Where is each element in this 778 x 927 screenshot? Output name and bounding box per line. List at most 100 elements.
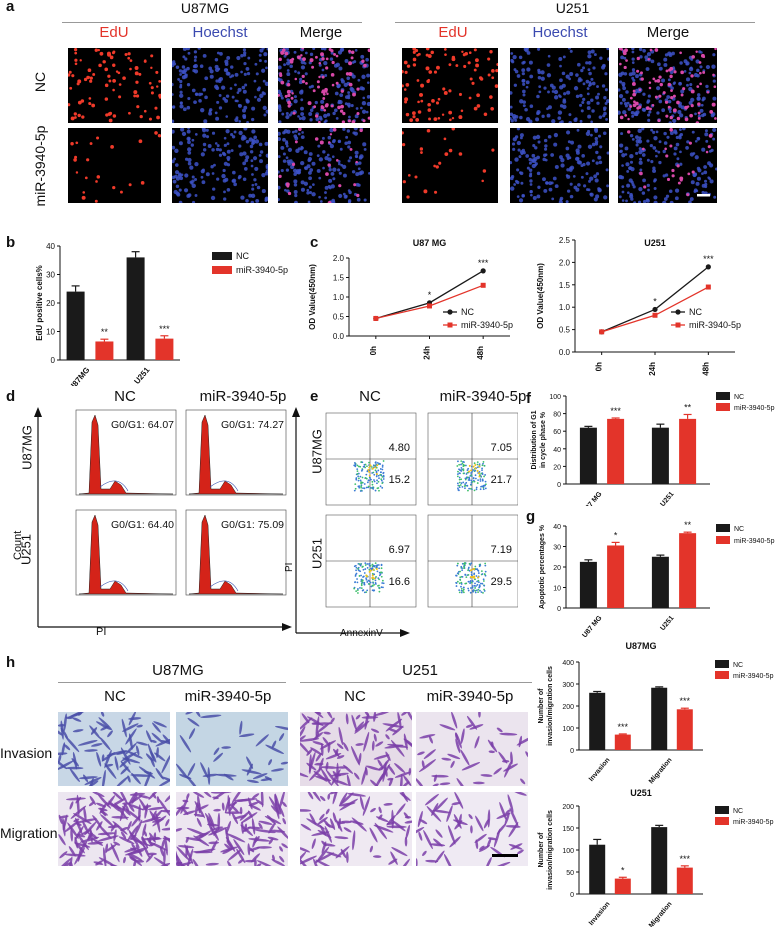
transwell-image bbox=[416, 712, 528, 786]
y-tick-label: 2.5 bbox=[559, 236, 571, 245]
y-axis-label: OD Value(450nm) bbox=[308, 264, 317, 330]
y-tick-label: 60 bbox=[553, 429, 561, 436]
y-tick-label: 200 bbox=[562, 804, 574, 811]
data-point bbox=[705, 264, 711, 270]
chart-c-u87mg-od: 0.0 0.5 1.0 1.5 2.0 OD Value(450nm) U87 MG 0h 24… bbox=[308, 238, 513, 360]
x-tick-label: U87MG bbox=[67, 366, 92, 386]
y-tick-label: 40 bbox=[46, 242, 55, 251]
y-axis-label: in cycle phase % bbox=[540, 411, 547, 468]
micrograph-edu bbox=[402, 128, 498, 203]
col-label-nc: NC bbox=[114, 388, 136, 405]
bar bbox=[589, 692, 606, 750]
chart-g-apoptosis: 0 10 20 30 40 Apoptotic percentages % * U87 MG *… bbox=[539, 520, 775, 638]
group-label-u251: U251 bbox=[555, 0, 590, 16]
y-tick-label: 1.5 bbox=[333, 274, 345, 283]
channel-label-hoechst: Hoechst bbox=[192, 24, 248, 41]
g0g1-value: G0/G1: 74.27 bbox=[221, 419, 284, 431]
x-tick-label: 24h bbox=[648, 362, 657, 376]
data-point bbox=[427, 303, 432, 309]
y-axis-label: EdU positive cells% bbox=[35, 265, 44, 341]
g0g1-value: G0/G1: 64.40 bbox=[111, 519, 174, 531]
transwell-image bbox=[176, 712, 288, 786]
data-point bbox=[652, 306, 658, 313]
significance-mark: ** bbox=[684, 520, 692, 530]
row-label-nc: NC bbox=[32, 71, 48, 93]
q2-value: 7.05 bbox=[491, 442, 512, 454]
bar bbox=[651, 556, 669, 608]
legend-label: NC bbox=[733, 662, 743, 669]
micrograph-hoechst bbox=[510, 48, 609, 123]
legend-label: NC bbox=[734, 394, 744, 401]
y-tick-label: 10 bbox=[46, 328, 55, 337]
panel-label-g: g bbox=[526, 508, 536, 525]
legend-swatch bbox=[716, 524, 730, 532]
annexin-scatter-plot bbox=[427, 412, 518, 506]
chart-h-u251-counts: 0 50 100 150 200 Number of invasion/migration … bbox=[538, 788, 774, 927]
cell-cycle-histogram bbox=[75, 509, 177, 596]
bar bbox=[676, 709, 693, 750]
bar bbox=[607, 418, 625, 484]
y-tick-label: 0.0 bbox=[333, 332, 345, 341]
data-point bbox=[373, 315, 379, 321]
col-label-nc: NC bbox=[359, 388, 381, 405]
x-tick-label: Migration bbox=[648, 757, 674, 786]
transwell-image bbox=[176, 792, 288, 866]
bar bbox=[651, 427, 669, 484]
y-tick-label: 40 bbox=[553, 447, 561, 454]
data-point bbox=[480, 268, 486, 274]
g0g1-value: G0/G1: 64.07 bbox=[111, 419, 174, 431]
x-tick-label: U251 bbox=[659, 491, 675, 506]
legend-swatch bbox=[715, 806, 729, 814]
micrograph-hoechst bbox=[172, 128, 268, 203]
col-label-mir: miR-3940-5p bbox=[439, 388, 527, 405]
x-tick-label: U87 MG bbox=[581, 490, 603, 506]
chart-b-edu-positive: 0 10 20 30 40 EdU positive cells% ** U87MG *** U2… bbox=[35, 242, 288, 386]
chart-f-g1-distribution: 0 20 40 60 80 100 Distribution of G1 in cycle p… bbox=[531, 392, 775, 506]
y-tick-label: 1.0 bbox=[333, 293, 345, 302]
group-label-u87mg: U87MG bbox=[152, 662, 204, 679]
y-tick-label: 1.5 bbox=[559, 281, 571, 290]
panel-label-f: f bbox=[526, 390, 531, 407]
legend-swatch bbox=[715, 660, 729, 668]
x-tick-label: 24h bbox=[423, 346, 432, 360]
annexin-scatter-plot bbox=[427, 514, 518, 608]
legend-label: NC bbox=[689, 307, 702, 317]
micrograph-merge bbox=[618, 128, 717, 203]
significance-mark: *** bbox=[478, 258, 489, 268]
significance-mark: *** bbox=[159, 324, 170, 334]
micrograph-hoechst bbox=[510, 128, 609, 203]
bar bbox=[589, 844, 606, 894]
panel-label-a: a bbox=[6, 0, 15, 15]
group-label-u251: U251 bbox=[402, 662, 438, 679]
panel-label-c: c bbox=[310, 234, 319, 251]
micrograph-edu bbox=[402, 48, 498, 123]
row-label-migration: Migration bbox=[0, 825, 58, 841]
y-tick-label: 20 bbox=[553, 565, 561, 572]
legend-swatch bbox=[716, 403, 730, 411]
x-tick-label: Invasion bbox=[588, 901, 612, 927]
y-tick-label: 0.5 bbox=[333, 313, 345, 322]
group-divider bbox=[395, 22, 755, 23]
bar bbox=[126, 257, 145, 360]
channel-label-merge: Merge bbox=[646, 24, 690, 41]
legend-swatch bbox=[212, 266, 232, 274]
x-axis-label-annexinv: AnnexinV bbox=[340, 628, 383, 639]
row-label-invasion: Invasion bbox=[0, 745, 53, 761]
chart-title: U251 bbox=[630, 788, 652, 798]
significance-mark: * bbox=[621, 865, 625, 875]
y-tick-label: 200 bbox=[562, 704, 574, 711]
significance-mark: * bbox=[428, 290, 432, 300]
y-tick-label: 100 bbox=[562, 848, 574, 855]
group-divider bbox=[58, 682, 286, 683]
micrograph-merge bbox=[278, 128, 370, 203]
legend-label: NC bbox=[733, 808, 743, 815]
data-point bbox=[705, 284, 711, 290]
panel-label-d: d bbox=[6, 388, 16, 405]
y-tick-label: 20 bbox=[46, 299, 55, 308]
legend-label: miR-3940-5p bbox=[734, 538, 775, 545]
col-label-mir: miR-3940-5p bbox=[184, 688, 272, 705]
y-tick-label: 30 bbox=[553, 545, 561, 552]
q3-value: 15.2 bbox=[389, 474, 410, 486]
micrograph-merge bbox=[278, 48, 370, 123]
y-tick-label: 300 bbox=[562, 682, 574, 689]
